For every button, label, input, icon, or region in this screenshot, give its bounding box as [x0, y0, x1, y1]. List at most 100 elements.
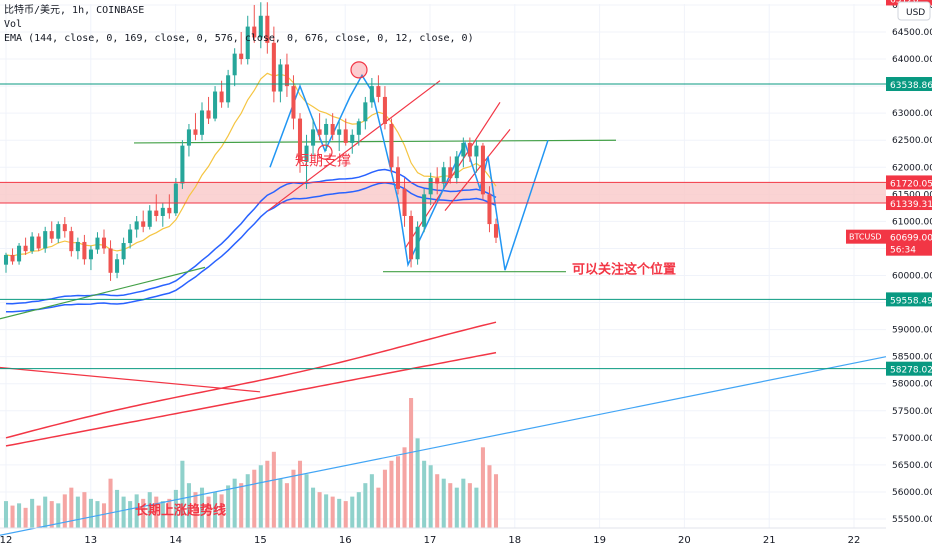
volume-bar: [186, 483, 191, 528]
y-tick-label: 58500.00: [892, 353, 932, 363]
ema-144-line: [5, 168, 497, 305]
volume-bar: [284, 483, 289, 528]
volume-bar: [350, 496, 355, 528]
volume-bar: [265, 460, 270, 528]
currency-badge-label: USD: [906, 8, 925, 18]
candle-body: [304, 145, 309, 162]
volume-bar: [428, 465, 433, 528]
symbol-tag-label: BTCUSD: [849, 233, 882, 242]
volume-bar: [252, 469, 257, 528]
volume-bar: [278, 478, 283, 528]
price-tag: [886, 229, 932, 256]
level-tag: [886, 361, 932, 376]
candle-body: [69, 231, 74, 252]
candle-body: [115, 259, 120, 273]
candle-body: [219, 91, 224, 103]
candle-body: [435, 178, 440, 184]
x-tick-label: 18: [508, 535, 521, 546]
level-tag-label: 59558.49: [890, 296, 932, 306]
candle-body: [147, 210, 152, 227]
candle-body: [180, 145, 185, 184]
y-tick-label: 64000.00: [892, 55, 932, 65]
ema-676-line: [5, 351, 497, 447]
volume-bar: [461, 478, 466, 528]
x-tick-label: 14: [169, 535, 182, 546]
candle-body: [108, 248, 113, 273]
volume-bar: [291, 469, 296, 528]
x-tick-label: 16: [339, 535, 352, 546]
y-tick-label: 62500.00: [892, 136, 932, 146]
volume-bar: [121, 496, 126, 528]
volume-bar: [232, 478, 237, 528]
volume-bar: [239, 483, 244, 528]
candle-body: [271, 42, 276, 92]
volume-bar: [409, 398, 414, 528]
volume-bar: [226, 485, 231, 528]
price-tag-countdown: 56:34: [890, 246, 916, 256]
volume-bar: [219, 494, 224, 528]
long-trend-label: 长期上涨趋势线: [135, 503, 226, 519]
volume-bar: [193, 492, 198, 528]
volume-bar: [389, 460, 394, 528]
volume-bar: [304, 474, 309, 528]
volume-bar: [180, 460, 185, 528]
volume-bar: [356, 492, 361, 528]
candle-body: [291, 86, 296, 119]
y-tick-label: 61500.00: [892, 190, 932, 200]
candle-body: [474, 145, 479, 157]
candle-body: [82, 241, 87, 260]
candle-body: [226, 75, 231, 103]
y-tick-label: 62000.00: [892, 163, 932, 173]
volume-bar: [3, 501, 9, 528]
volume-bar: [173, 489, 178, 528]
candle-layer: [3, 2, 499, 281]
candle-body: [409, 215, 414, 260]
x-tick-label: 22: [848, 535, 861, 546]
line-blue-longtrend: [0, 356, 887, 536]
x-tick-label: 12: [0, 535, 12, 546]
blue-path-projection: [269, 73, 549, 271]
legend-ema: EMA (144, close, 0, 169, close, 0, 576, …: [4, 33, 474, 44]
ema-12-line: [5, 72, 497, 257]
candle-body: [376, 86, 381, 97]
candle-body: [199, 110, 205, 135]
candle-body: [239, 53, 244, 60]
candle-body: [10, 254, 15, 262]
candle-body: [206, 110, 211, 119]
x-tick-label: 17: [424, 535, 437, 546]
candle-body: [428, 178, 433, 195]
candle-body: [369, 86, 374, 103]
level-tag: [886, 77, 932, 92]
short-support-label: 短期支撑: [295, 154, 351, 170]
level-tag-label: 61720.05: [890, 179, 932, 189]
candle-body: [343, 129, 348, 143]
volume-bar: [376, 487, 381, 528]
watch-level-label: 可以关注这个位置: [572, 262, 676, 278]
candle-body: [461, 142, 466, 157]
y-tick-label: 58000.00: [892, 380, 932, 390]
volume-bar: [101, 503, 107, 528]
y-tick-label: 59000.00: [892, 326, 932, 336]
volume-layer: [3, 398, 499, 528]
volume-bar: [480, 447, 485, 528]
candle-body: [448, 167, 453, 179]
candle-body: [265, 15, 270, 43]
price-tag-value: 60699.00: [890, 234, 932, 244]
volume-bar: [154, 496, 159, 528]
volume-bar: [297, 460, 303, 528]
candle-body: [252, 26, 257, 38]
candle-body: [56, 224, 61, 239]
volume-bar: [147, 492, 152, 528]
candle-body: [480, 145, 485, 195]
candle-body: [311, 129, 316, 146]
x-tick-label: 13: [84, 535, 97, 546]
level-tag: [886, 175, 932, 190]
volume-bar: [330, 496, 335, 528]
volume-bar: [448, 483, 453, 528]
y-tick-label: 57500.00: [892, 407, 932, 417]
y-tick-label: 61000.00: [892, 217, 932, 227]
volume-bar: [415, 438, 420, 528]
